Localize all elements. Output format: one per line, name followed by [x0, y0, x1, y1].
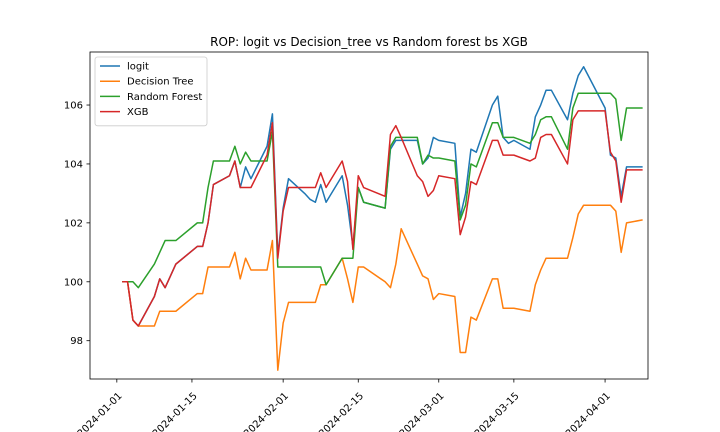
- legend-label: Random Forest: [127, 92, 202, 103]
- series-line-xgb: [122, 110, 643, 327]
- legend-label: Decision Tree: [127, 77, 194, 88]
- x-axis: 2024-01-01 2024-01-15 2024-02-01 2024-02-15…: [76, 379, 613, 432]
- x-tick-label: 2024-03-01: [398, 391, 447, 432]
- x-tick-label: 2024-01-15: [151, 391, 200, 432]
- chart-title: ROP: logit vs Decision_tree vs Random fo…: [210, 35, 528, 49]
- y-tick-label: 102: [64, 218, 83, 229]
- x-tick-label: 2024-02-15: [317, 391, 366, 432]
- y-axis: 98 100 102 104 106: [64, 101, 90, 347]
- plot-area-frame: [89, 51, 649, 380]
- x-tick-label: 2024-03-15: [473, 391, 522, 432]
- y-tick-label: 100: [64, 277, 83, 288]
- y-tick-label: 104: [64, 159, 83, 170]
- series-line-random-forest: [122, 92, 643, 289]
- x-tick-label: 2024-04-01: [564, 391, 613, 432]
- x-tick-label: 2024-02-01: [242, 391, 291, 432]
- series-lines: [122, 65, 643, 371]
- legend: logit Decision Tree Random Forest XGB: [94, 56, 208, 127]
- y-tick-label: 106: [64, 101, 83, 112]
- legend-label: logit: [127, 62, 149, 73]
- legend-label: XGB: [127, 107, 149, 118]
- series-line-decision-tree: [122, 204, 643, 371]
- legend-box: [94, 56, 208, 127]
- y-tick-label: 98: [70, 336, 83, 347]
- x-tick-label: 2024-01-01: [76, 391, 125, 432]
